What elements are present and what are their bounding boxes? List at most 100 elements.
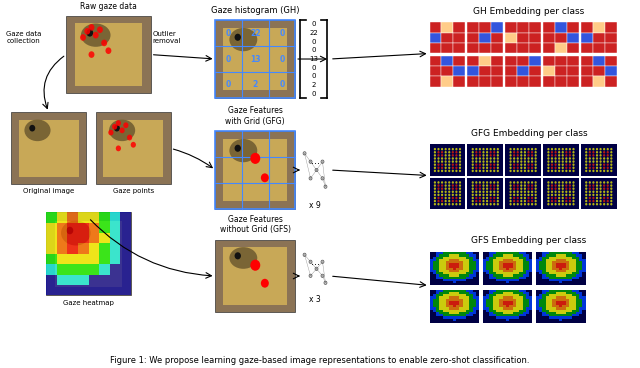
Bar — [569, 256, 572, 259]
Bar — [499, 256, 502, 259]
Bar — [566, 277, 569, 279]
Bar — [493, 290, 496, 292]
Bar — [529, 56, 541, 66]
Bar — [436, 309, 440, 312]
Bar — [509, 312, 513, 314]
Bar — [476, 305, 479, 307]
Bar — [466, 314, 469, 316]
Bar — [516, 309, 519, 312]
Ellipse shape — [229, 247, 257, 269]
Bar — [566, 296, 569, 298]
Bar — [549, 272, 552, 275]
Bar — [443, 296, 446, 298]
Bar — [99, 212, 109, 223]
Circle shape — [600, 148, 602, 151]
Circle shape — [479, 163, 481, 166]
Circle shape — [600, 157, 602, 160]
Circle shape — [554, 197, 557, 199]
Bar — [516, 290, 519, 292]
Bar — [516, 303, 519, 305]
Circle shape — [486, 203, 488, 205]
Circle shape — [476, 187, 477, 190]
Circle shape — [592, 160, 595, 163]
Bar — [446, 265, 449, 268]
Bar — [496, 314, 499, 316]
Circle shape — [589, 191, 591, 193]
Circle shape — [509, 203, 512, 205]
Circle shape — [434, 197, 436, 199]
Bar — [466, 305, 469, 307]
Bar — [436, 301, 440, 303]
Bar — [502, 275, 506, 277]
Circle shape — [459, 184, 461, 187]
Circle shape — [509, 157, 512, 160]
Circle shape — [554, 194, 557, 196]
Circle shape — [97, 26, 103, 33]
Bar — [549, 314, 552, 316]
Text: GFG Embedding per class: GFG Embedding per class — [471, 129, 588, 138]
Circle shape — [520, 194, 522, 196]
Bar — [556, 305, 559, 307]
Circle shape — [455, 197, 458, 199]
Bar — [513, 314, 516, 316]
Circle shape — [493, 154, 495, 157]
Circle shape — [437, 200, 440, 202]
Bar — [506, 312, 509, 314]
Bar — [556, 261, 559, 263]
Circle shape — [476, 163, 477, 166]
Circle shape — [490, 181, 492, 184]
Circle shape — [562, 160, 564, 163]
Circle shape — [437, 154, 440, 157]
Bar — [505, 178, 541, 209]
Bar — [569, 252, 572, 254]
Bar — [566, 294, 569, 296]
Bar — [563, 268, 566, 270]
Circle shape — [486, 154, 488, 157]
Bar — [506, 314, 509, 316]
Circle shape — [572, 191, 575, 193]
Circle shape — [448, 163, 451, 166]
Bar — [502, 303, 506, 305]
Bar — [78, 275, 88, 285]
Bar — [120, 275, 131, 285]
Circle shape — [520, 170, 522, 172]
Circle shape — [558, 163, 560, 166]
Bar — [572, 254, 576, 256]
Bar — [216, 131, 295, 209]
Text: Original image: Original image — [23, 188, 74, 194]
Bar — [473, 296, 476, 298]
Circle shape — [524, 157, 526, 160]
Circle shape — [452, 197, 454, 199]
Bar — [576, 268, 579, 270]
Bar — [496, 303, 499, 305]
Bar — [490, 268, 493, 270]
Circle shape — [558, 181, 560, 184]
Bar — [99, 285, 109, 296]
Circle shape — [472, 154, 474, 157]
Bar — [539, 259, 543, 261]
Bar — [505, 33, 517, 43]
Bar — [460, 292, 463, 294]
Circle shape — [531, 163, 533, 166]
Bar — [513, 265, 516, 268]
Circle shape — [589, 157, 591, 160]
Bar — [429, 252, 479, 286]
Circle shape — [551, 187, 553, 190]
Bar — [436, 307, 440, 309]
Circle shape — [486, 187, 488, 190]
Bar — [446, 254, 449, 256]
Bar — [519, 305, 522, 307]
Bar — [479, 56, 492, 66]
Circle shape — [551, 148, 553, 151]
Bar — [486, 270, 490, 272]
Bar — [572, 268, 576, 270]
Circle shape — [596, 167, 598, 169]
Bar — [443, 312, 446, 314]
Bar — [469, 277, 473, 279]
Bar — [552, 296, 556, 298]
Circle shape — [554, 203, 557, 205]
Bar — [57, 243, 67, 254]
Bar — [453, 33, 465, 43]
Circle shape — [558, 203, 560, 205]
Bar — [429, 268, 433, 270]
